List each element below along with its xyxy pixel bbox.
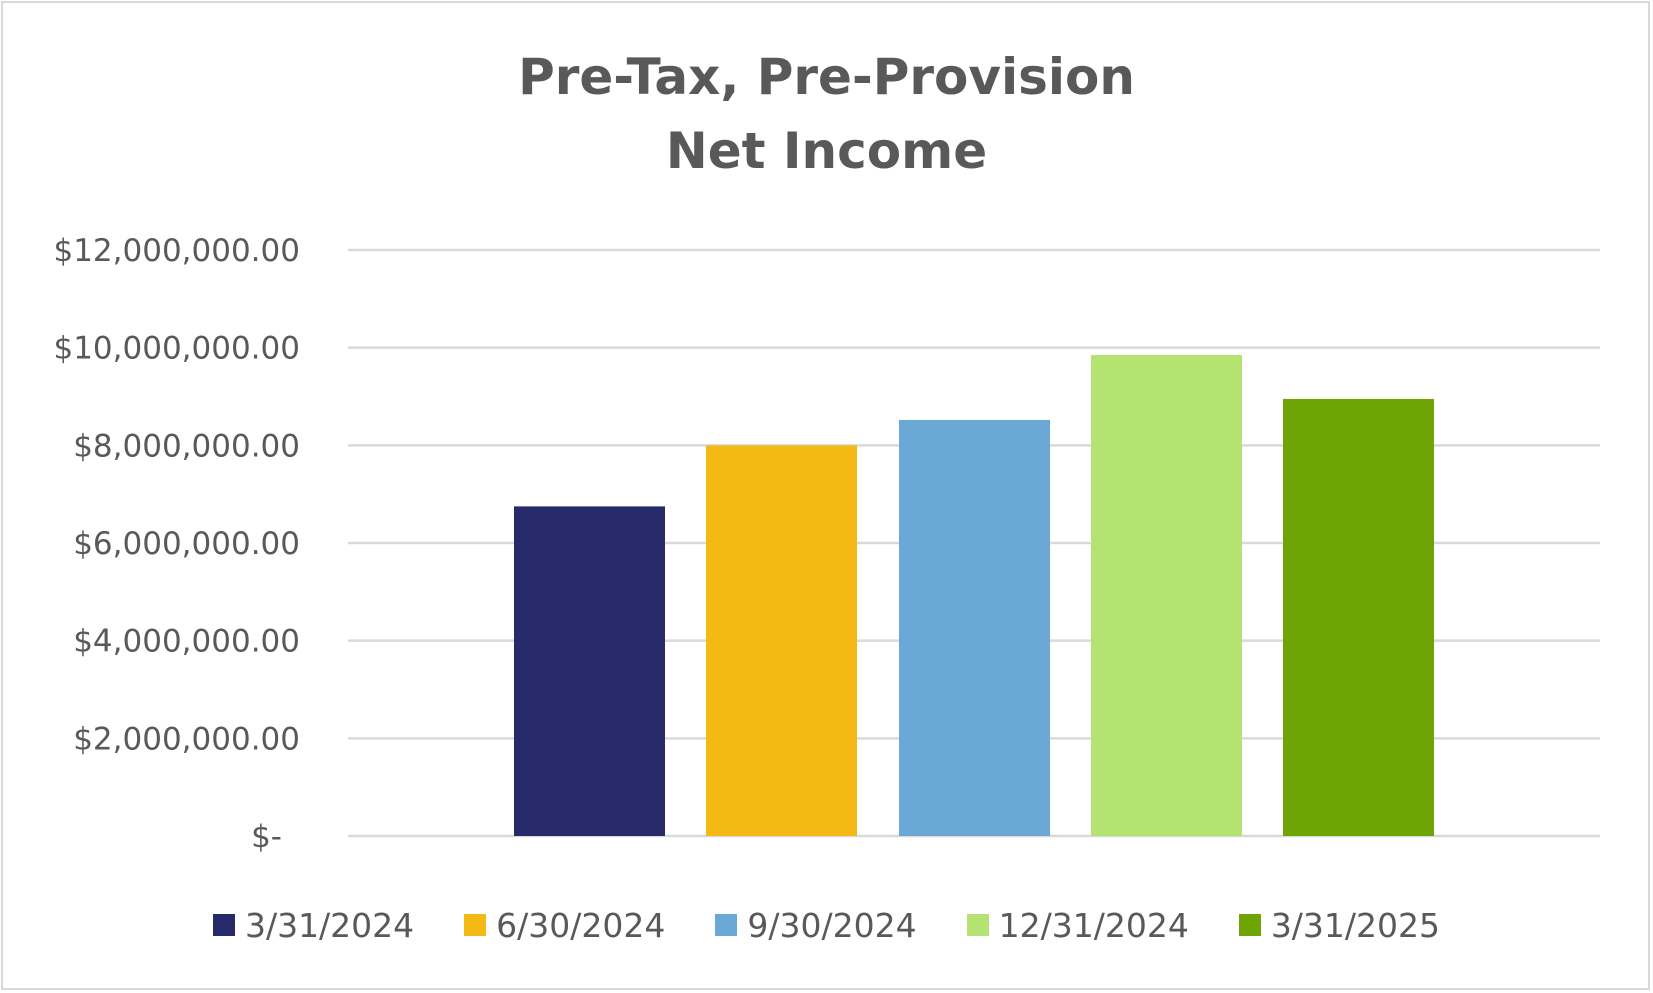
y-tick-label: $4,000,000.00 <box>73 624 300 660</box>
legend-swatch <box>1238 914 1261 936</box>
chart-legend: 3/31/2024 6/30/2024 9/30/2024 12/31/2024 3/3… <box>0 900 1653 950</box>
y-tick-label: $2,000,000.00 <box>73 721 300 757</box>
bar-12-31-2024 <box>1091 354 1242 836</box>
y-tick-label: $10,000,000.00 <box>53 331 300 367</box>
legend-label: 3/31/2025 <box>1270 905 1441 945</box>
chart-subtitle: Net Income <box>665 122 988 180</box>
legend-swatch <box>966 914 989 936</box>
chart-title: Pre-Tax, Pre-Provision <box>518 48 1135 106</box>
legend-item: 12/31/2024 <box>966 905 1189 945</box>
bar-3-31-2025 <box>1283 398 1434 836</box>
y-tick-label: $6,000,000.00 <box>73 526 300 562</box>
legend-swatch <box>715 914 738 936</box>
legend-item: 3/31/2024 <box>212 905 415 945</box>
legend-label: 3/31/2024 <box>244 905 415 945</box>
legend-item: 3/31/2025 <box>1238 905 1441 945</box>
bar-9-30-2024 <box>899 419 1050 836</box>
legend-label: 6/30/2024 <box>496 905 666 945</box>
legend-label: 9/30/2024 <box>747 905 917 945</box>
y-tick-label: $- <box>251 819 282 855</box>
legend-item: 9/30/2024 <box>715 905 917 945</box>
legend-item: 6/30/2024 <box>464 906 665 945</box>
legend-swatch <box>212 914 235 936</box>
bar-3-31-2024 <box>514 506 665 836</box>
legend-label: 12/31/2024 <box>998 905 1189 945</box>
y-tick-label: $12,000,000.00 <box>53 233 300 269</box>
y-tick-label: $8,000,000.00 <box>73 428 300 464</box>
bar-6-30-2024 <box>706 445 857 836</box>
legend-swatch <box>464 914 487 936</box>
